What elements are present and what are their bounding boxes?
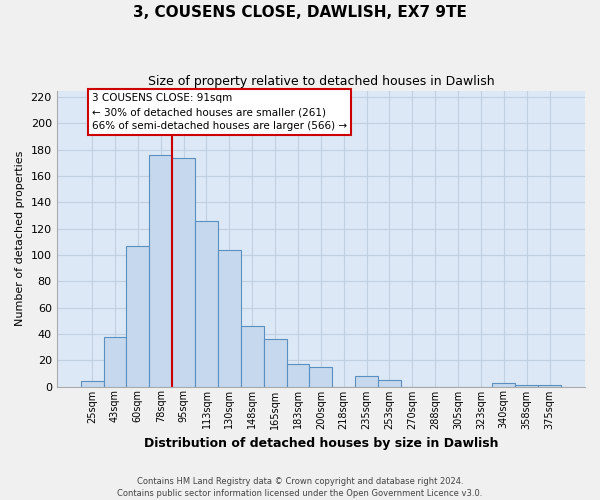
Bar [241, 326, 263, 386]
Bar [378, 380, 401, 386]
Bar [538, 385, 561, 386]
Bar [195, 221, 218, 386]
Bar [104, 336, 127, 386]
Bar [172, 158, 195, 386]
Y-axis label: Number of detached properties: Number of detached properties [15, 151, 25, 326]
Bar [310, 367, 332, 386]
Text: Contains HM Land Registry data © Crown copyright and database right 2024.
Contai: Contains HM Land Registry data © Crown c… [118, 476, 482, 498]
Bar [355, 376, 378, 386]
Bar [515, 385, 538, 386]
Title: Size of property relative to detached houses in Dawlish: Size of property relative to detached ho… [148, 75, 494, 88]
Text: 3 COUSENS CLOSE: 91sqm
← 30% of detached houses are smaller (261)
66% of semi-de: 3 COUSENS CLOSE: 91sqm ← 30% of detached… [92, 93, 347, 131]
Text: 3, COUSENS CLOSE, DAWLISH, EX7 9TE: 3, COUSENS CLOSE, DAWLISH, EX7 9TE [133, 5, 467, 20]
Bar [149, 155, 172, 386]
Bar [287, 364, 310, 386]
Bar [127, 246, 149, 386]
X-axis label: Distribution of detached houses by size in Dawlish: Distribution of detached houses by size … [143, 437, 498, 450]
Bar [493, 382, 515, 386]
Bar [80, 382, 104, 386]
Bar [263, 339, 287, 386]
Bar [218, 250, 241, 386]
